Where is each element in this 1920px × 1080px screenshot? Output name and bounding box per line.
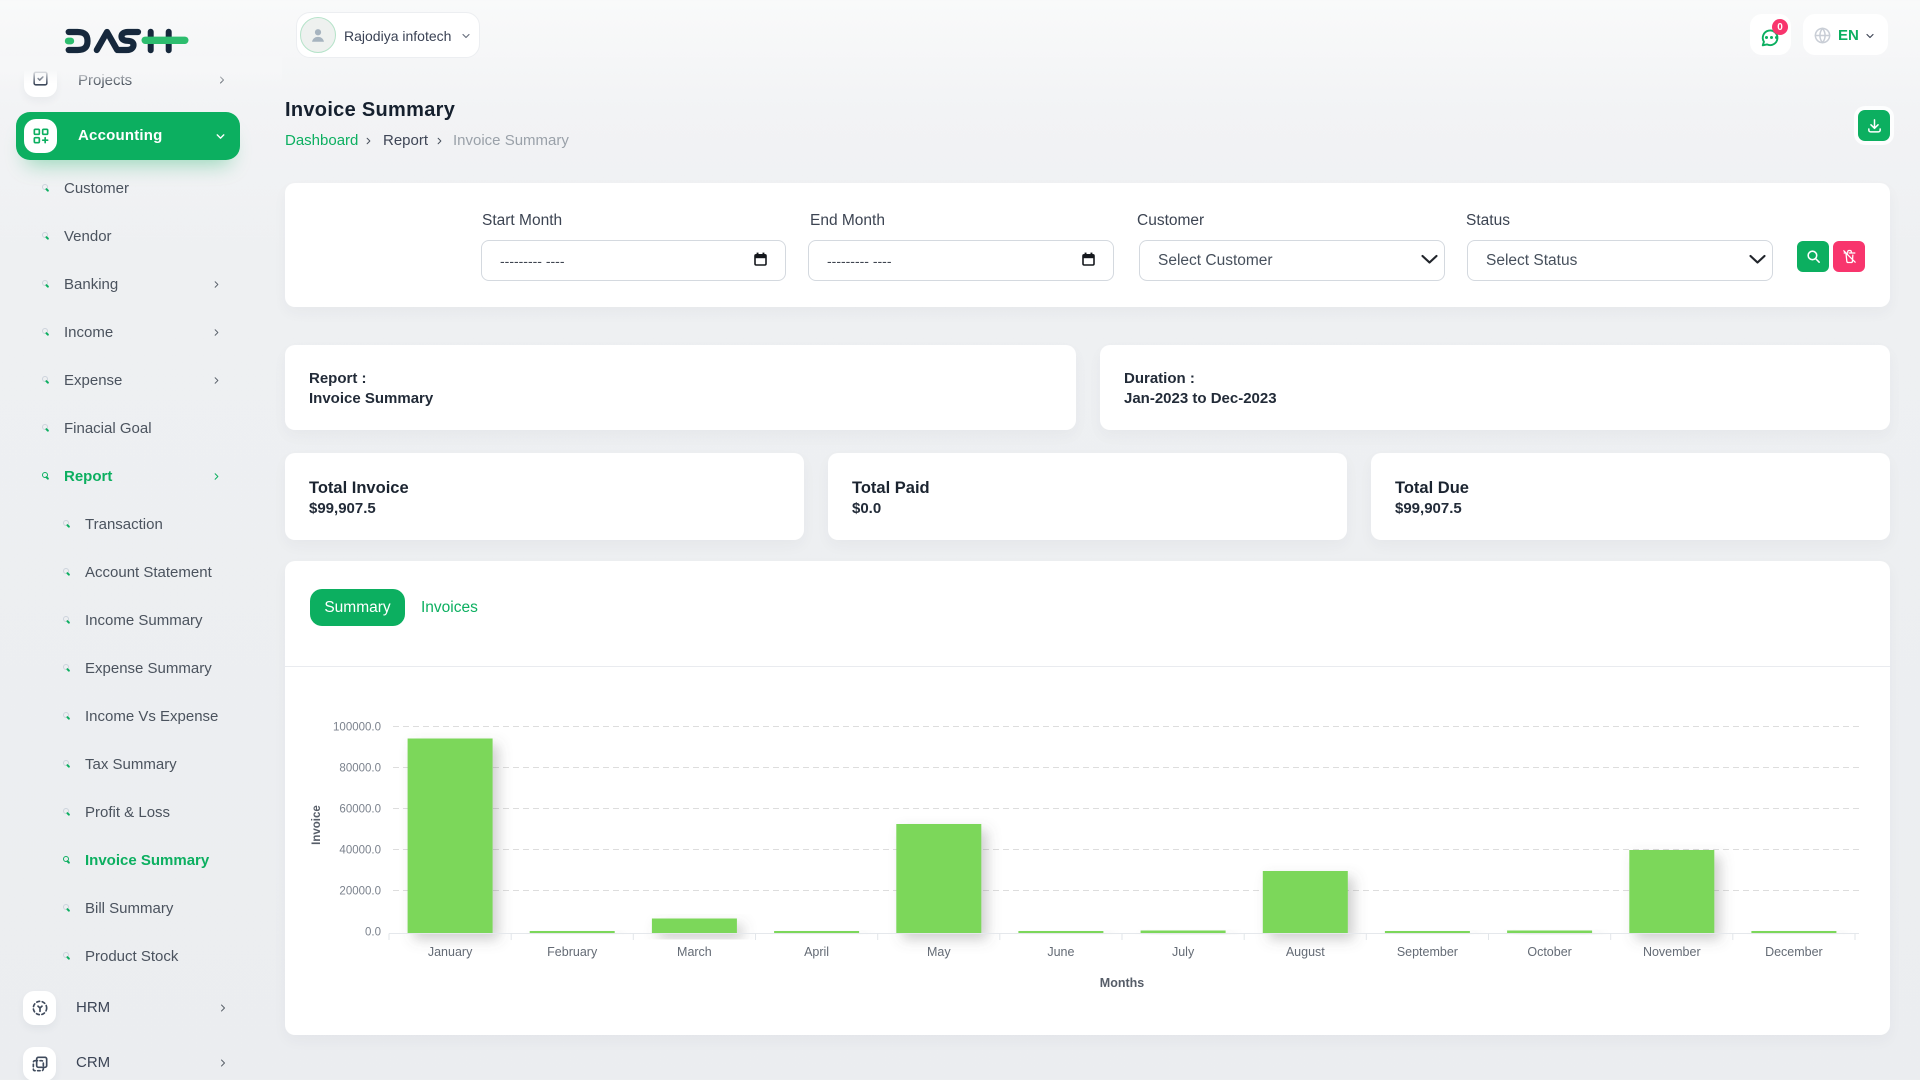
svg-text:December: December <box>1765 945 1823 959</box>
svg-text:0.0: 0.0 <box>365 927 381 939</box>
svg-text:July: July <box>1172 945 1195 959</box>
svg-text:Months: Months <box>1100 976 1144 990</box>
svg-text:40000.0: 40000.0 <box>339 845 381 857</box>
svg-text:May: May <box>927 945 951 959</box>
svg-text:80000.0: 80000.0 <box>339 763 381 775</box>
svg-text:March: March <box>677 945 712 959</box>
svg-text:November: November <box>1643 945 1701 959</box>
svg-text:September: September <box>1397 945 1458 959</box>
svg-text:October: October <box>1527 945 1571 959</box>
svg-text:Invoice: Invoice <box>311 805 323 845</box>
svg-text:100000.0: 100000.0 <box>333 722 381 734</box>
svg-text:60000.0: 60000.0 <box>339 804 381 816</box>
svg-text:February: February <box>547 945 598 959</box>
svg-text:August: August <box>1286 945 1325 959</box>
svg-text:20000.0: 20000.0 <box>339 886 381 898</box>
svg-text:June: June <box>1047 945 1074 959</box>
svg-text:January: January <box>428 945 473 959</box>
svg-text:April: April <box>804 945 829 959</box>
